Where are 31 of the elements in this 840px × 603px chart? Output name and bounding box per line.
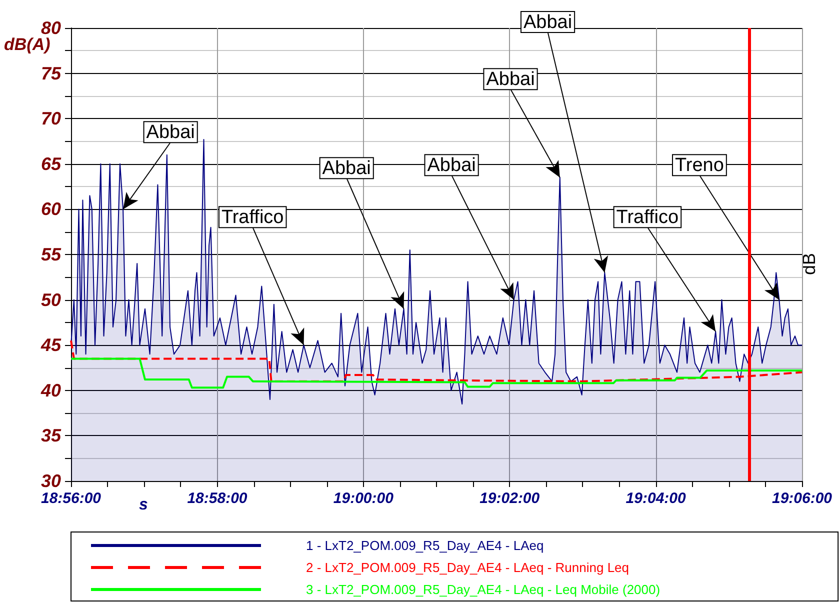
annotation: Abbai bbox=[146, 122, 195, 144]
x-tick-label: 19:00:00 bbox=[333, 490, 394, 507]
annotation: Abbai bbox=[427, 155, 476, 176]
annotation: Traffico bbox=[221, 207, 284, 228]
y-tick-label: 60 bbox=[40, 199, 61, 220]
y-tick-label: 45 bbox=[40, 335, 62, 356]
y-tick-label: 55 bbox=[40, 244, 62, 264]
annotation: Treno bbox=[674, 155, 724, 176]
annotation: dB bbox=[799, 252, 819, 275]
x-axis-title: s bbox=[139, 496, 148, 514]
x-tick-label: 18:58:00 bbox=[187, 490, 248, 507]
y-tick-label: 40 bbox=[40, 380, 61, 400]
x-tick-label: 18:56:00 bbox=[40, 490, 102, 507]
y-tick-label: 75 bbox=[40, 63, 62, 84]
y-tick-label: 80 bbox=[40, 18, 61, 38]
y-tick-label: 35 bbox=[40, 426, 62, 446]
x-tick-label: 19:06:00 bbox=[772, 490, 833, 507]
text: 1 - LxT2_POM.009_R5_Day_AE4 - LAeq bbox=[306, 538, 544, 553]
y-axis-title: dB(A) bbox=[4, 35, 51, 54]
y-tick-label: 65 bbox=[40, 154, 62, 174]
annotation: Abbai bbox=[523, 12, 572, 34]
annotation: Traffico bbox=[616, 207, 679, 228]
x-tick-label: 19:04:00 bbox=[626, 490, 686, 507]
x-tick-label: 19:02:00 bbox=[480, 490, 540, 507]
annotation: Abbai bbox=[322, 158, 371, 180]
text: 2 - LxT2_POM.009_R5_Day_AE4 - LAeq - Running Leq bbox=[306, 560, 630, 575]
y-tick-label: 30 bbox=[40, 471, 61, 491]
y-tick-label: 70 bbox=[40, 108, 61, 129]
annotation: Abbai bbox=[486, 69, 535, 90]
y-tick-label: 50 bbox=[40, 290, 61, 310]
text: 3 - LxT2_POM.009_R5_Day_AE4 - LAeq - Leq Mobile (2000) bbox=[306, 582, 660, 597]
